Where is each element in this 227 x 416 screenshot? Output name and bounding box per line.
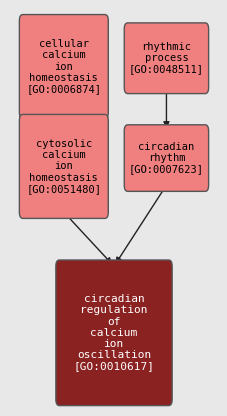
FancyBboxPatch shape	[19, 15, 108, 119]
Text: rhythmic
process
[GO:0048511]: rhythmic process [GO:0048511]	[128, 42, 203, 74]
FancyBboxPatch shape	[19, 114, 108, 218]
Text: cytosolic
calcium
ion
homeostasis
[GO:0051480]: cytosolic calcium ion homeostasis [GO:00…	[26, 139, 101, 194]
Text: cellular
calcium
ion
homeostasis
[GO:0006874]: cellular calcium ion homeostasis [GO:000…	[26, 39, 101, 94]
FancyBboxPatch shape	[124, 23, 208, 94]
FancyBboxPatch shape	[124, 125, 208, 191]
FancyBboxPatch shape	[56, 260, 171, 406]
Text: circadian
regulation
of
calcium
ion
oscillation
[GO:0010617]: circadian regulation of calcium ion osci…	[73, 294, 154, 371]
Text: circadian
rhythm
[GO:0007623]: circadian rhythm [GO:0007623]	[128, 142, 203, 174]
